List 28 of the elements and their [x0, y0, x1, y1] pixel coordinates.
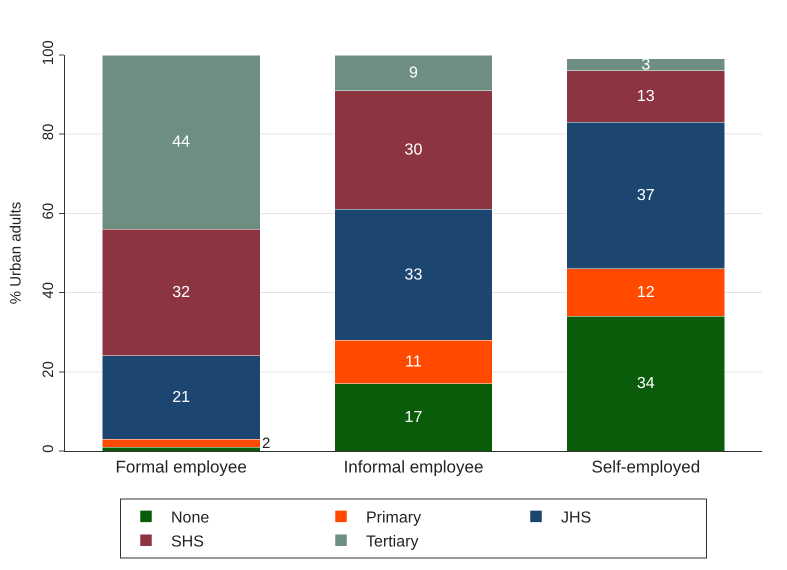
data-label: 30	[404, 142, 422, 159]
x-tick-label: Informal employee	[344, 457, 484, 476]
legend-label: JHS	[561, 510, 592, 527]
data-label: 17	[404, 408, 422, 426]
data-label: 12	[636, 284, 655, 302]
data-label: 33	[404, 266, 422, 284]
x-tick-label: Formal employee	[116, 457, 247, 476]
legend-label: Tertiary	[366, 533, 418, 550]
data-label: 2	[262, 435, 270, 452]
data-label: 11	[405, 353, 422, 370]
y-tick-label: 80	[40, 124, 57, 140]
data-label: 32	[172, 284, 190, 302]
data-label: 13	[636, 88, 655, 106]
y-tick-label: 0	[40, 444, 57, 453]
data-label: 44	[172, 134, 190, 151]
data-label: 34	[636, 375, 655, 392]
y-axis-title: % Urban adults	[7, 202, 24, 304]
y-tick-label: 100	[40, 40, 57, 66]
data-label: 21	[172, 389, 190, 406]
y-tick-label: 40	[40, 282, 57, 299]
legend-label: None	[171, 510, 210, 527]
data-label: 9	[409, 64, 418, 82]
data-label: 37	[636, 187, 655, 204]
x-tick-label: Self-employed	[591, 457, 700, 476]
y-tick-label: 60	[40, 202, 57, 220]
y-tick-label: 20	[40, 361, 57, 378]
legend-label: Primary	[366, 510, 422, 527]
legend-label: SHS	[171, 533, 204, 550]
